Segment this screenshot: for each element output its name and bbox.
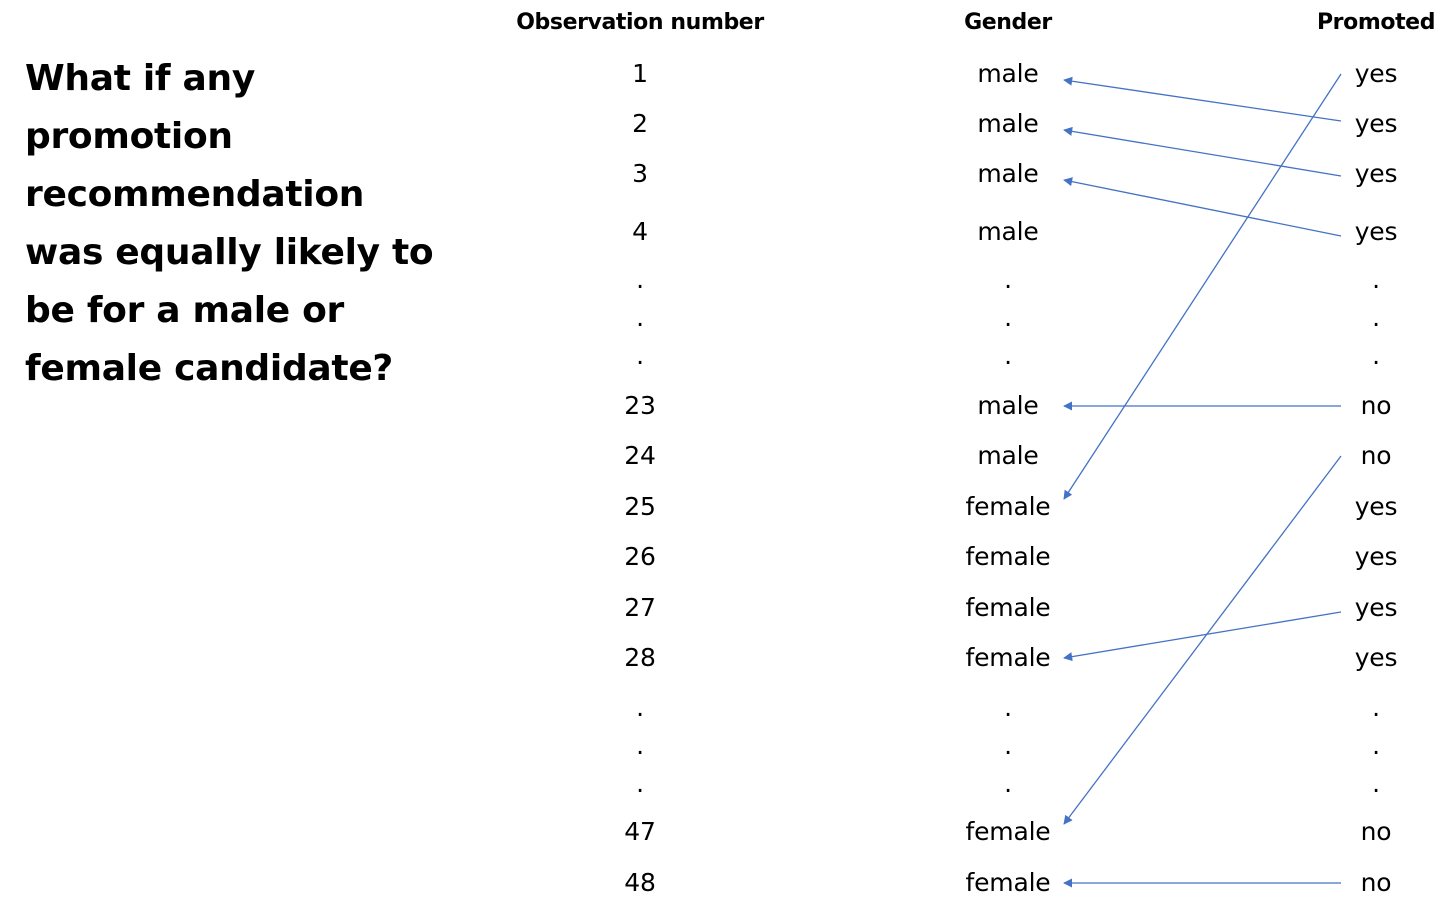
observation-number-cell: 28 [624,643,656,672]
ellipsis-dot: . [1372,303,1380,332]
ellipsis-dot: . [1004,693,1012,722]
gender-cell: female [965,492,1051,521]
gender-cell: male [977,441,1039,470]
promoted-cell: no [1360,391,1392,420]
gender-cell: male [977,59,1039,88]
ellipsis-dot: . [1372,341,1380,370]
promoted-cell: yes [1354,109,1398,138]
assignment-arrow [1063,455,1342,825]
promoted-cell: no [1360,441,1392,470]
ellipsis-dot: . [636,303,644,332]
assignment-arrow [1063,76,1342,122]
gender-cell: female [965,593,1051,622]
observation-number-cell: 48 [624,868,656,897]
ellipsis-dot: . [1372,731,1380,760]
ellipsis-dot: . [636,693,644,722]
observation-number-cell: 27 [624,593,656,622]
assignment-arrow [1063,177,1342,237]
ellipsis-dot: . [1004,341,1012,370]
promoted-cell: no [1360,868,1392,897]
observation-number-cell: 24 [624,441,656,470]
header-gender: Gender [964,10,1052,35]
ellipsis-dot: . [1004,303,1012,332]
gender-cell: female [965,868,1051,897]
assignment-arrow [1063,73,1342,500]
ellipsis-dot: . [1372,769,1380,798]
observation-number-cell: 3 [632,159,648,188]
gender-cell: male [977,109,1039,138]
observation-number-cell: 47 [624,817,656,846]
promoted-cell: yes [1354,59,1398,88]
promoted-cell: yes [1354,159,1398,188]
gender-cell: female [965,643,1051,672]
gender-cell: male [977,217,1039,246]
gender-cell: female [965,542,1051,571]
assignment-arrow [1063,611,1342,662]
observation-number-cell: 1 [632,59,648,88]
header-observation-number: Observation number [516,10,764,35]
observation-number-cell: 23 [624,391,656,420]
ellipsis-dot: . [1372,265,1380,294]
gender-cell: female [965,817,1051,846]
gender-cell: male [977,391,1039,420]
ellipsis-dot: . [1004,265,1012,294]
ellipsis-dot: . [1372,693,1380,722]
assignment-arrow [1063,126,1342,177]
ellipsis-dot: . [1004,769,1012,798]
observation-number-cell: 2 [632,109,648,138]
ellipsis-dot: . [636,769,644,798]
ellipsis-dot: . [636,265,644,294]
gender-cell: male [977,159,1039,188]
promoted-cell: yes [1354,542,1398,571]
promoted-cell: yes [1354,593,1398,622]
promoted-cell: yes [1354,492,1398,521]
promoted-cell: yes [1354,217,1398,246]
observation-number-cell: 25 [624,492,656,521]
question-text: What if any promotion recommendation was… [25,58,434,389]
ellipsis-dot: . [1004,731,1012,760]
promoted-cell: no [1360,817,1392,846]
ellipsis-dot: . [636,731,644,760]
header-promoted: Promoted [1316,10,1436,35]
observation-number-cell: 4 [632,217,648,246]
promoted-cell: yes [1354,643,1398,672]
ellipsis-dot: . [636,341,644,370]
observation-number-cell: 26 [624,542,656,571]
